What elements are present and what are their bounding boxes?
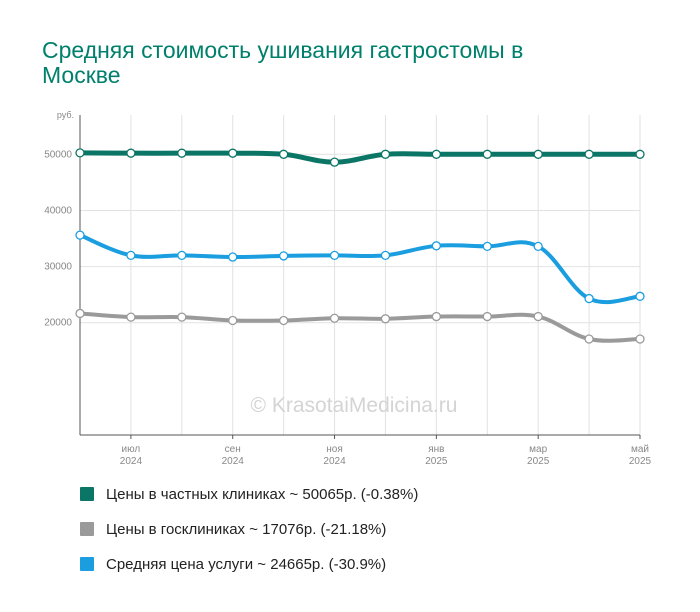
legend-swatch	[80, 487, 94, 501]
x-tick-year-label: 2024	[222, 456, 245, 467]
series-line-2	[78, 233, 642, 305]
data-point-0	[533, 149, 543, 159]
data-point-1	[329, 313, 340, 323]
data-point-2	[228, 252, 238, 262]
data-point-1	[177, 312, 187, 322]
data-point-0	[177, 148, 187, 158]
data-point-0	[584, 149, 594, 159]
data-point-0	[380, 149, 391, 159]
legend-label: Цены в госклиниках ~ 17076р. (-21.18%)	[106, 520, 387, 538]
y-axis-unit-label: руб.	[57, 110, 74, 120]
data-point-0	[431, 149, 442, 159]
data-point-1	[75, 308, 85, 319]
data-point-2	[177, 250, 187, 261]
data-point-1	[533, 311, 543, 322]
data-point-2	[329, 250, 340, 261]
data-point-2	[126, 250, 136, 261]
legend-label: Средняя цена услуги ~ 24665р. (-30.9%)	[106, 555, 387, 573]
data-point-1	[126, 312, 136, 322]
data-point-2	[533, 241, 543, 252]
y-tick-label: 50000	[44, 149, 72, 160]
y-tick-label: 30000	[44, 262, 72, 273]
x-tick-month-label: мар	[529, 444, 547, 455]
x-tick-year-label: 2025	[425, 456, 448, 467]
x-tick-month-label: янв	[428, 444, 444, 455]
data-point-1	[228, 315, 238, 326]
legend-item: Цены в частных клиниках ~ 50065р. (-0.38…	[80, 483, 418, 505]
legend-label: Цены в частных клиниках ~ 50065р. (-0.38…	[106, 485, 419, 503]
data-point-0	[228, 148, 238, 158]
legend-item: Средняя цена услуги ~ 24665р. (-30.9%)	[80, 553, 418, 575]
data-point-1	[584, 334, 594, 344]
y-axis-ticks: руб. 20000 30000 40000 50000	[44, 110, 74, 329]
data-point-0	[75, 148, 85, 158]
y-tick-label: 20000	[44, 318, 72, 329]
chart-title: Средняя стоимость ушивания гастростомы в…	[42, 37, 524, 88]
data-point-2	[278, 251, 289, 261]
data-point-0	[126, 148, 136, 158]
data-point-1	[380, 314, 391, 324]
data-point-1	[635, 334, 645, 344]
x-tick-year-label: 2024	[323, 456, 346, 467]
data-point-2	[482, 241, 492, 252]
data-point-2	[584, 293, 594, 304]
data-point-2	[380, 250, 391, 261]
x-tick-month-label: сен	[225, 444, 241, 455]
data-point-0	[329, 157, 340, 167]
data-point-1	[431, 311, 442, 322]
watermark: © KrasotaiMedicina.ru	[251, 394, 458, 417]
data-point-0	[278, 149, 289, 159]
data-point-2	[635, 291, 645, 301]
y-tick-label: 40000	[44, 205, 72, 216]
legend-item: Цены в госклиниках ~ 17076р. (-21.18%)	[80, 518, 418, 540]
legend-swatch	[80, 522, 94, 536]
x-tick-year-label: 2024	[120, 456, 143, 467]
data-point-1	[278, 315, 289, 326]
legend: Цены в частных клиниках ~ 50065р. (-0.38…	[80, 483, 418, 588]
legend-swatch	[80, 557, 94, 571]
x-tick-month-label: май	[631, 444, 649, 455]
series-lines	[75, 148, 645, 344]
data-point-0	[635, 149, 645, 159]
data-point-1	[482, 311, 492, 322]
series-line-1	[78, 311, 642, 343]
data-point-0	[482, 149, 492, 159]
x-axis-ticks: июл2024сен2024ноя2024янв2025мар2025май20…	[120, 435, 652, 467]
x-tick-year-label: 2025	[527, 456, 550, 467]
data-point-2	[431, 241, 442, 251]
grid	[79, 115, 641, 436]
x-tick-month-label: июл	[122, 444, 141, 455]
x-tick-year-label: 2025	[629, 456, 652, 467]
x-tick-month-label: ноя	[326, 444, 343, 455]
data-point-2	[75, 230, 85, 240]
